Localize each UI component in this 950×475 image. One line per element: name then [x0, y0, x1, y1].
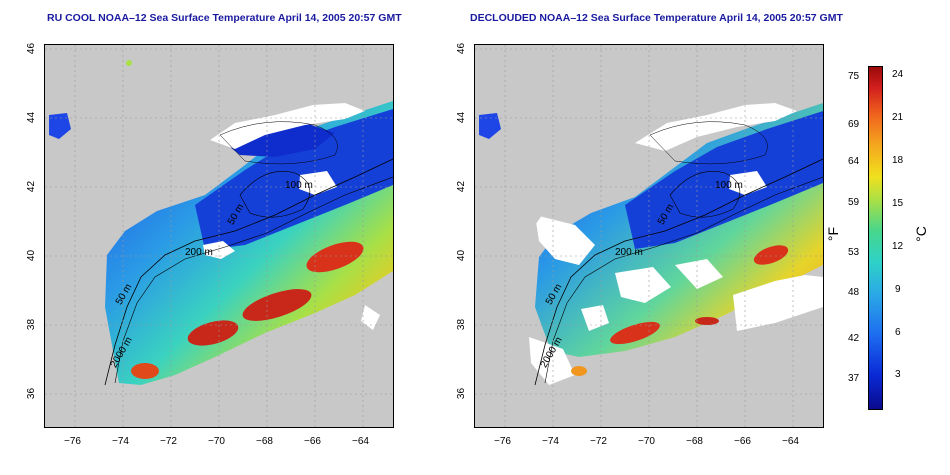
fahrenheit-tick-label: 42: [848, 333, 860, 344]
right-map-title: DECLOUDED NOAA–12 Sea Surface Temperatur…: [470, 12, 843, 24]
left-sst-map-image: [45, 45, 393, 427]
x-tick-label: −66: [304, 436, 321, 447]
y-tick-label: 44: [26, 111, 38, 124]
celsius-tick-label: 9: [895, 284, 901, 295]
x-tick-label: −64: [352, 436, 369, 447]
x-tick-label: −70: [208, 436, 225, 447]
fahrenheit-tick-label: 69: [848, 119, 860, 130]
celsius-tick-label: 3: [895, 369, 901, 380]
y-tick-label: 42: [26, 180, 38, 193]
y-tick-label: 36: [26, 387, 38, 400]
x-tick-label: −66: [734, 436, 751, 447]
celsius-tick-label: 18: [892, 155, 904, 166]
left-map-title: RU COOL NOAA–12 Sea Surface Temperature …: [47, 12, 402, 24]
celsius-tick-label: 12: [892, 241, 904, 252]
contour-label-100m: 100 m: [715, 180, 743, 191]
x-tick-label: −70: [638, 436, 655, 447]
y-tick-label: 36: [456, 387, 468, 400]
celsius-tick-label: 21: [892, 112, 904, 123]
left-sst-map: 100 m 50 m 200 m 50 m 2000 m: [44, 44, 394, 428]
contour-label-200m: 200 m: [185, 247, 213, 258]
y-tick-label: 46: [26, 42, 38, 55]
y-tick-label: 46: [456, 42, 468, 55]
fahrenheit-tick-label: 48: [848, 287, 860, 298]
fahrenheit-tick-label: 75: [848, 71, 860, 82]
x-tick-label: −68: [686, 436, 703, 447]
contour-label-100m: 100 m: [285, 180, 313, 191]
x-tick-label: −72: [590, 436, 607, 447]
x-tick-label: −76: [494, 436, 511, 447]
right-sst-map-image: [475, 45, 823, 427]
x-tick-label: −68: [256, 436, 273, 447]
temperature-colorbar: [868, 66, 883, 410]
y-tick-label: 38: [26, 318, 38, 331]
y-tick-label: 40: [26, 249, 38, 262]
y-tick-label: 42: [456, 180, 468, 193]
x-tick-label: −74: [542, 436, 559, 447]
celsius-tick-label: 24: [892, 69, 904, 80]
y-tick-label: 40: [456, 249, 468, 262]
fahrenheit-tick-label: 64: [848, 156, 860, 167]
y-tick-label: 44: [456, 111, 468, 124]
right-sst-map: 100 m 50 m 200 m 50 m 2000 m: [474, 44, 824, 428]
x-tick-label: −72: [160, 436, 177, 447]
x-tick-label: −74: [112, 436, 129, 447]
y-tick-label: 38: [456, 318, 468, 331]
x-tick-label: −64: [782, 436, 799, 447]
celsius-tick-label: 15: [892, 198, 904, 209]
fahrenheit-tick-label: 59: [848, 197, 860, 208]
fahrenheit-tick-label: 37: [848, 373, 860, 384]
fahrenheit-unit-label: °F: [825, 226, 842, 242]
celsius-unit-label: °C: [912, 226, 929, 242]
contour-label-200m: 200 m: [615, 247, 643, 258]
fahrenheit-tick-label: 53: [848, 247, 860, 258]
celsius-tick-label: 6: [895, 327, 901, 338]
x-tick-label: −76: [64, 436, 81, 447]
